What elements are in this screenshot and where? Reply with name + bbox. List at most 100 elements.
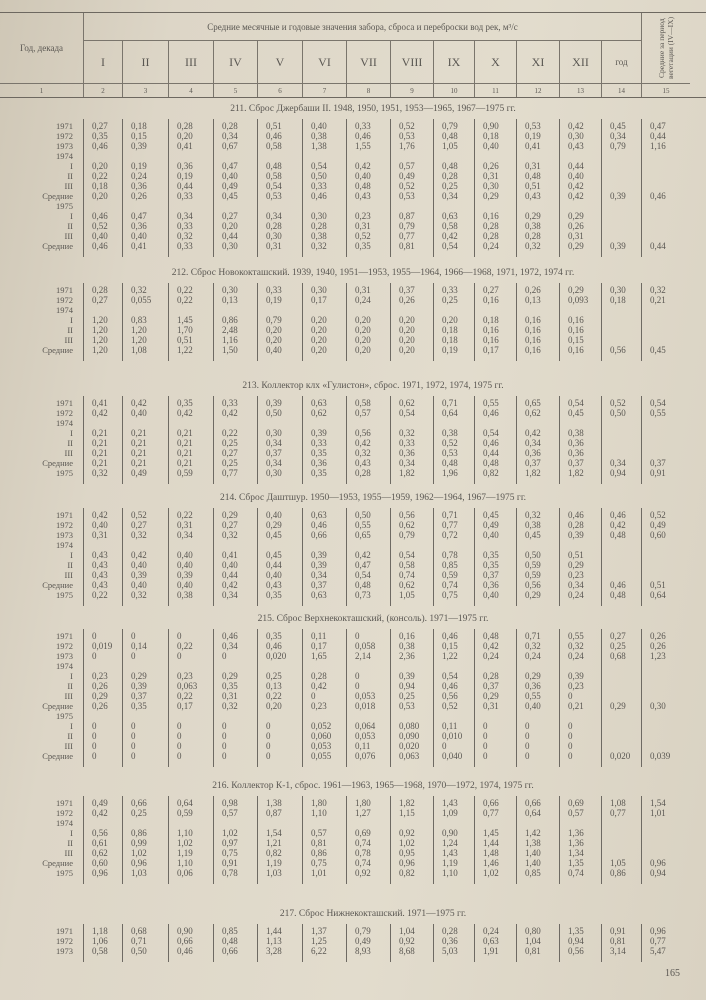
table-cell: 0,37 — [650, 458, 666, 468]
table-cell: 0,75 — [311, 858, 327, 868]
table-cell: 0,16 — [483, 295, 499, 305]
table-cell: 0,48 — [222, 936, 238, 946]
table-cell — [601, 418, 641, 428]
table-cell: 1,02 — [222, 828, 238, 838]
table-cell — [641, 201, 690, 211]
table-cell: 1,91 — [483, 946, 499, 956]
table-cell: 0,71 — [131, 936, 147, 946]
table-cell: 0,060 — [311, 731, 332, 741]
row-label: II — [67, 681, 73, 691]
table-cell: 0,53 — [399, 131, 415, 141]
table-cell: 0,28 — [92, 285, 108, 295]
table-cell: 0 — [355, 671, 360, 681]
table-cell: 0,21 — [177, 448, 193, 458]
table-cell: 0,25 — [442, 181, 458, 191]
header-month-3: III — [168, 41, 213, 83]
table-cell — [601, 448, 641, 458]
table-cell: 1,44 — [266, 926, 282, 936]
table-cell: 1,04 — [399, 926, 415, 936]
table-cell: 0,064 — [355, 721, 376, 731]
table-cell: 0,28 — [442, 171, 458, 181]
table-cell: 0,29 — [610, 701, 626, 711]
table-cell: 1,01 — [311, 868, 327, 878]
table-cell: 0,62 — [399, 520, 415, 530]
table-cell: 1,38 — [311, 141, 327, 151]
table-row: III 0,21 0,21 0,21 0,27 0,37 0,35 0,32 0,36 0,53 0… — [0, 448, 706, 458]
table-cell: 0,25 — [266, 671, 282, 681]
section-title: 211. Сброс Джербаши II. 1948, 1950, 1951… — [230, 104, 516, 114]
table-cell: 0 — [92, 731, 97, 741]
table-cell — [559, 305, 601, 315]
row-label: I — [70, 315, 73, 325]
table-cell — [559, 201, 601, 211]
table-cell — [601, 171, 641, 181]
table-cell: 1,02 — [177, 838, 193, 848]
table-cell: 0,30 — [222, 285, 238, 295]
table-cell: 0,36 — [177, 161, 193, 171]
table-cell: 0,64 — [442, 408, 458, 418]
table-cell: 1,13 — [266, 936, 282, 946]
table-cell: 0,20 — [311, 335, 327, 345]
table-cell: 0,53 — [399, 191, 415, 201]
table-cell: 0,34 — [222, 131, 238, 141]
table-cell: 0,32 — [399, 428, 415, 438]
table-cell: 0,86 — [610, 868, 626, 878]
table-cell: 0,30 — [266, 231, 282, 241]
table-cell: 0,24 — [568, 651, 584, 661]
header-month-6: VI — [302, 41, 346, 83]
table-cell: 0,20 — [311, 325, 327, 335]
table-cell: 0,22 — [222, 428, 238, 438]
row-label: I — [70, 550, 73, 560]
table-cell: 0,39 — [568, 671, 584, 681]
table-cell: 0,38 — [442, 428, 458, 438]
row-label: II — [67, 221, 73, 231]
table-cell — [641, 550, 690, 560]
table-cell — [516, 540, 559, 550]
table-cell: 0,77 — [399, 231, 415, 241]
table-cell: 0,48 — [355, 181, 371, 191]
table-cell: 0,96 — [399, 858, 415, 868]
table-cell: 0,31 — [266, 241, 282, 251]
table-cell — [474, 305, 516, 315]
table-cell — [83, 151, 122, 161]
header-col-number: 8 — [346, 83, 390, 97]
table-row: 1971 1,18 0,68 0,90 0,85 1,44 1,37 0,79 1,04 0,28… — [0, 926, 706, 936]
table-cell: 5,47 — [650, 946, 666, 956]
table-cell: 0,67 — [222, 141, 238, 151]
table-cell: 0,29 — [483, 691, 499, 701]
row-label: 1972 — [56, 808, 73, 818]
row-label: 1971 — [56, 398, 73, 408]
table-cell: 1,16 — [650, 141, 666, 151]
table-cell — [641, 221, 690, 231]
table-cell: 0,31 — [92, 530, 108, 540]
table-cell — [601, 305, 641, 315]
table-cell: 0,020 — [399, 741, 420, 751]
table-cell: 0,28 — [442, 926, 458, 936]
table-cell: 0,92 — [355, 868, 371, 878]
header-month-9: IX — [433, 41, 474, 83]
table-cell: 0,58 — [266, 171, 282, 181]
table-cell: 0,59 — [525, 560, 541, 570]
table-cell: 0,32 — [568, 641, 584, 651]
table-cell: 0,65 — [525, 398, 541, 408]
table-cell: 0,26 — [131, 191, 147, 201]
table-cell: 0,18 — [442, 325, 458, 335]
table-cell: 0,68 — [131, 926, 147, 936]
row-label: 1972 — [56, 295, 73, 305]
table-cell: 0,36 — [131, 181, 147, 191]
table-cell: 0,22 — [177, 641, 193, 651]
table-cell: 0,62 — [92, 848, 108, 858]
table-cell — [516, 711, 559, 721]
table-cell: 0,36 — [568, 438, 584, 448]
table-cell — [516, 151, 559, 161]
table-cell: 0,21 — [92, 428, 108, 438]
table-cell: 0,24 — [483, 241, 499, 251]
table-cell: 0,56 — [610, 345, 626, 355]
table-cell: 1,19 — [177, 848, 193, 858]
table-cell: 0,34 — [222, 641, 238, 651]
table-cell: 0 — [568, 721, 573, 731]
table-row: 1973 0,31 0,32 0,34 0,32 0,45 0,66 0,65 0,79 0,72… — [0, 530, 706, 540]
table-cell — [601, 691, 641, 701]
table-cell — [641, 315, 690, 325]
table-cell: 0,24 — [525, 651, 541, 661]
